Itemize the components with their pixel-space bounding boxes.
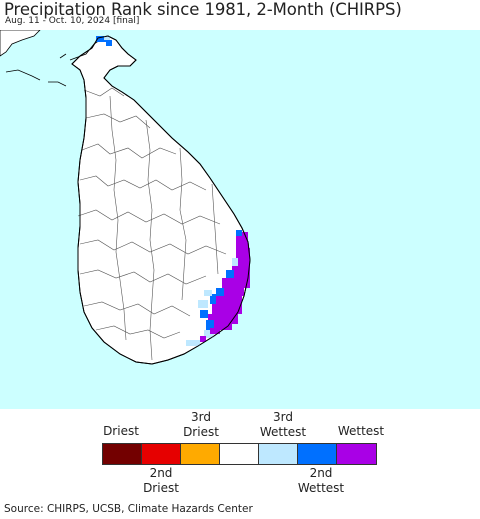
legend-label-wettest: Wettest	[337, 424, 385, 438]
legend-swatch-3rd-driest	[181, 444, 220, 464]
legend-label-driest: Driest	[103, 424, 139, 438]
source-credit: Source: CHIRPS, UCSB, Climate Hazards Ce…	[4, 503, 253, 515]
adams-bridge-islands	[5, 69, 67, 87]
india-coast	[0, 30, 41, 57]
legend-swatch-2nd-driest	[142, 444, 181, 464]
map-panel	[0, 30, 480, 409]
shade-wet-north	[96, 36, 106, 42]
coastline	[71, 35, 251, 365]
legend-label-3rd-driest: 3rd Driest	[183, 410, 219, 439]
map-subtitle: Aug. 11 - Oct. 10, 2024 [final]	[5, 16, 140, 26]
district-boundaries	[77, 87, 227, 361]
legend-swatch-driest	[103, 444, 142, 464]
legend-label-3rd-wettest: 3rd Wettest	[259, 410, 307, 439]
legend-label-2nd-wettest: 2nd Wettest	[297, 466, 345, 495]
legend-color-bar	[102, 443, 377, 465]
legend-swatch-3rd-wettest	[259, 444, 298, 464]
precipitation-map	[0, 30, 480, 409]
legend-swatch-normal	[220, 444, 259, 464]
legend-label-2nd-driest: 2nd Driest	[143, 466, 179, 495]
legend-swatch-wettest	[337, 444, 376, 464]
ocean	[0, 30, 480, 409]
map-title: Precipitation Rank since 1981, 2-Month (…	[4, 0, 402, 19]
legend-swatch-2nd-wettest	[298, 444, 337, 464]
